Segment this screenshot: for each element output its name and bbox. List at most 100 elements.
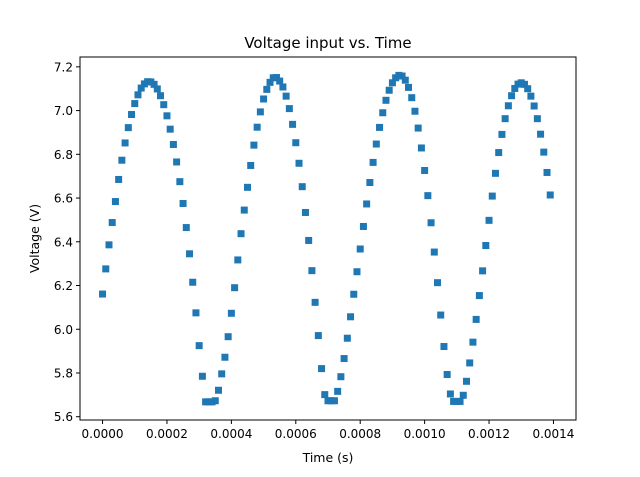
- data-point: [443, 371, 451, 379]
- data-point: [537, 130, 545, 138]
- y-tick-label: 5.6: [54, 410, 73, 424]
- data-point: [160, 101, 168, 109]
- data-point: [347, 313, 355, 321]
- data-point: [421, 166, 429, 174]
- data-point: [231, 284, 239, 292]
- data-point: [330, 397, 338, 405]
- data-point: [401, 76, 409, 84]
- data-point: [295, 159, 303, 167]
- data-point: [469, 338, 477, 346]
- data-point: [169, 140, 177, 148]
- y-tick-label: 5.8: [54, 366, 73, 380]
- data-point: [462, 377, 470, 385]
- data-point: [301, 208, 309, 216]
- data-point: [530, 102, 538, 110]
- x-tick-label: 0.0012: [468, 427, 510, 441]
- data-point: [382, 96, 390, 104]
- y-tick-label: 6.4: [54, 235, 73, 249]
- data-point: [459, 391, 467, 399]
- data-point: [456, 397, 464, 405]
- data-point: [198, 372, 206, 380]
- data-point: [124, 124, 132, 132]
- data-point: [427, 219, 435, 227]
- data-point: [369, 158, 377, 166]
- data-point: [414, 124, 422, 132]
- data-point: [176, 178, 184, 186]
- data-point: [128, 111, 136, 119]
- y-tick-label: 6.8: [54, 148, 73, 162]
- y-tick-label: 6.6: [54, 192, 73, 206]
- data-point: [504, 102, 512, 110]
- data-point: [276, 77, 284, 85]
- data-point: [157, 92, 165, 100]
- x-tick-label: 0.0002: [146, 427, 188, 441]
- x-axis-label: Time (s): [302, 450, 354, 465]
- data-point: [214, 386, 222, 394]
- data-point: [179, 200, 187, 208]
- data-point: [182, 224, 190, 232]
- data-point: [250, 141, 258, 149]
- y-tick-label: 6.0: [54, 323, 73, 337]
- data-point: [466, 359, 474, 367]
- data-point: [173, 158, 181, 166]
- data-point: [372, 140, 380, 148]
- data-point: [495, 149, 503, 157]
- y-tick-label: 6.2: [54, 279, 73, 293]
- data-point: [240, 206, 248, 214]
- data-point: [533, 115, 541, 123]
- data-point: [385, 86, 393, 94]
- data-point: [334, 387, 342, 395]
- data-point: [482, 241, 490, 249]
- data-point: [411, 107, 419, 115]
- data-point: [308, 267, 316, 275]
- y-axis-ticks: 5.6 5.8 6.0 6.2 6.4 6.6 6.8 7.0 7.2: [54, 60, 80, 424]
- data-point: [491, 169, 499, 177]
- data-point: [305, 236, 313, 244]
- data-point: [359, 222, 367, 230]
- y-axis-label: Voltage (V): [27, 204, 42, 273]
- data-point: [524, 85, 532, 93]
- data-point: [472, 315, 480, 323]
- data-point: [479, 267, 487, 275]
- data-point: [108, 219, 116, 227]
- data-point: [440, 343, 448, 351]
- data-markers: [99, 71, 554, 406]
- data-point: [417, 144, 425, 152]
- x-tick-label: 0.0014: [532, 427, 574, 441]
- data-point: [340, 355, 348, 363]
- data-point: [405, 83, 413, 91]
- data-point: [498, 130, 506, 138]
- data-point: [192, 309, 200, 317]
- x-tick-label: 0.0004: [210, 427, 252, 441]
- data-point: [282, 92, 290, 100]
- data-point: [118, 156, 126, 164]
- data-point: [298, 183, 306, 191]
- data-point: [376, 123, 384, 131]
- data-point: [227, 309, 235, 317]
- data-point: [379, 109, 387, 117]
- x-tick-label: 0.0008: [339, 427, 381, 441]
- data-point: [356, 245, 364, 253]
- data-point: [363, 200, 371, 208]
- data-point: [353, 268, 361, 276]
- data-point: [111, 198, 119, 206]
- data-point: [285, 105, 293, 113]
- data-point: [166, 125, 174, 133]
- data-point: [224, 333, 232, 341]
- data-point: [234, 256, 242, 264]
- data-point: [253, 123, 261, 131]
- data-point: [540, 148, 548, 156]
- data-point: [150, 80, 158, 88]
- data-point: [195, 342, 203, 350]
- data-point: [256, 108, 264, 116]
- chart-title: Voltage input vs. Time: [244, 34, 411, 52]
- data-point: [475, 292, 483, 300]
- data-point: [186, 250, 194, 258]
- data-point: [446, 390, 454, 398]
- data-point: [437, 311, 445, 319]
- data-point: [398, 72, 406, 80]
- data-point: [424, 192, 432, 200]
- data-point: [337, 373, 345, 381]
